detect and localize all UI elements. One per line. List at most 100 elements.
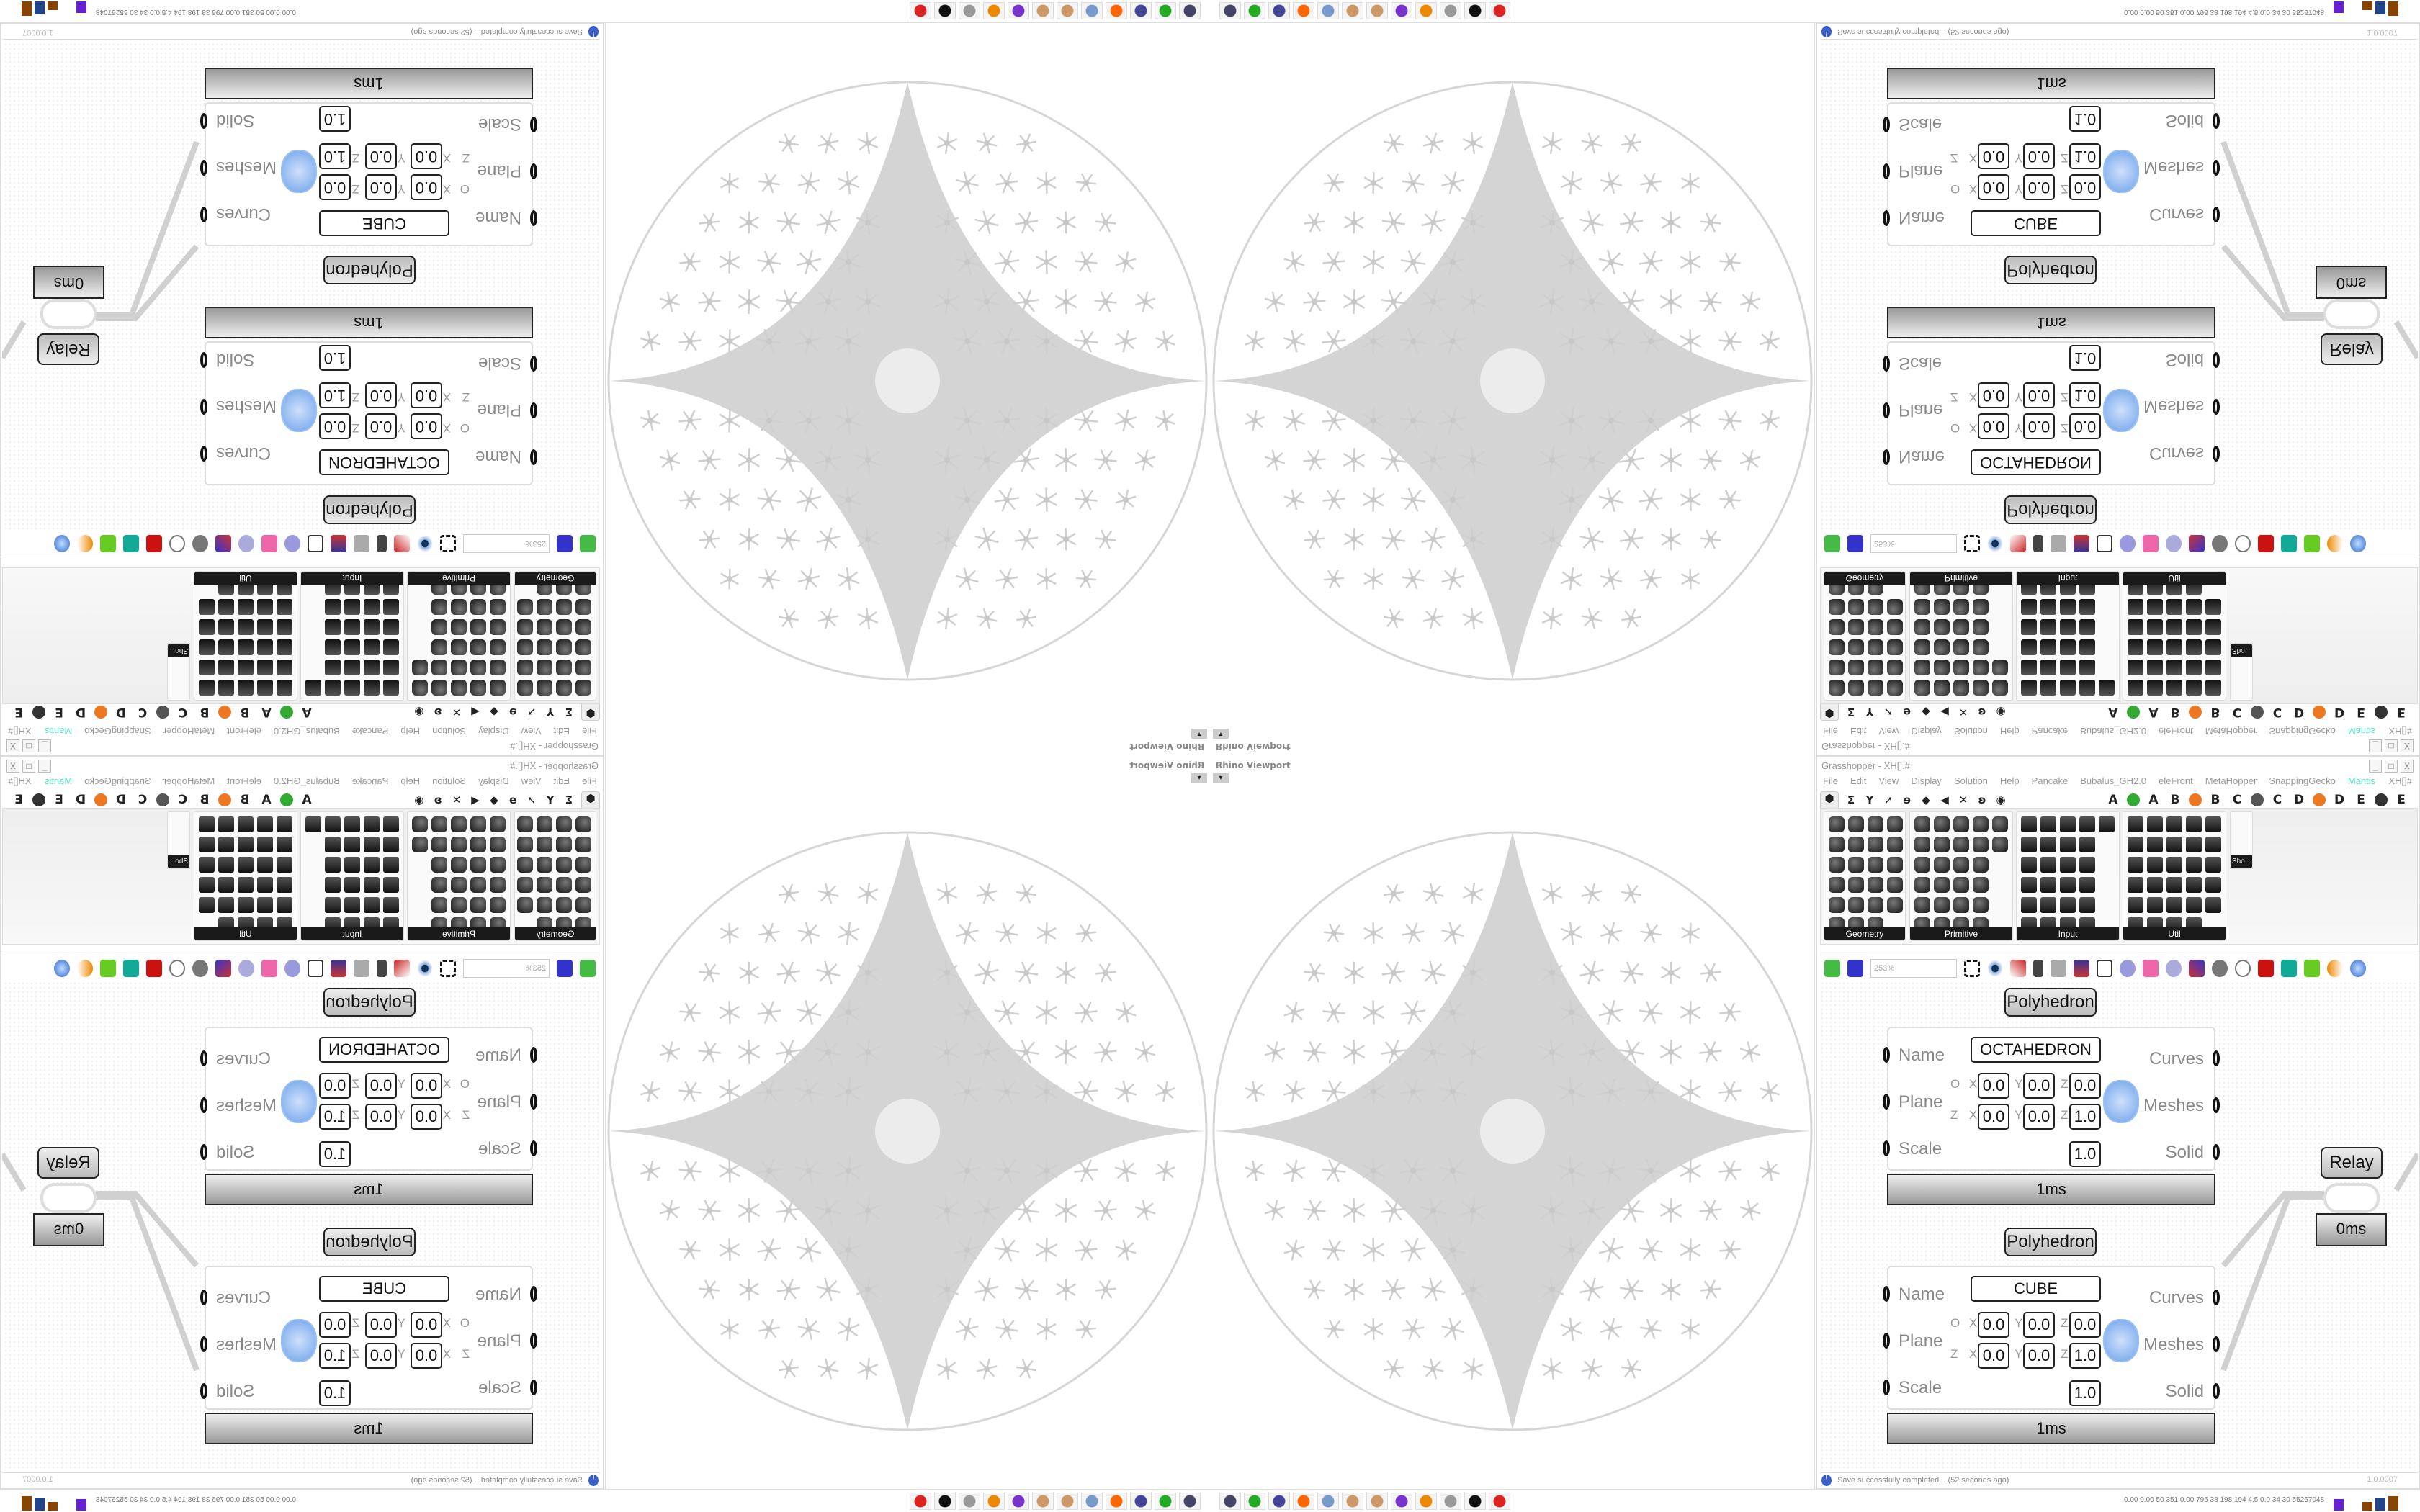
component-icon[interactable] [344, 897, 360, 913]
component-icon[interactable] [575, 660, 591, 675]
scale-field[interactable]: 1.0 [319, 106, 351, 132]
component-icon[interactable] [517, 877, 533, 893]
tab-icon[interactable] [32, 793, 45, 806]
menu-item-solution[interactable]: Solution [432, 775, 467, 786]
component-icon[interactable] [344, 837, 360, 852]
notepad-icon[interactable] [1440, 2, 1461, 19]
tab-icon[interactable]: Y [546, 793, 555, 806]
red-app-icon[interactable] [910, 1493, 931, 1510]
scale-field[interactable]: 1.0 [319, 1141, 351, 1167]
zaxis-y-field[interactable]: 0.0 [365, 382, 397, 408]
preview-eye-icon[interactable] [1987, 959, 2003, 977]
origin-y-field[interactable]: 0.0 [365, 174, 397, 200]
component-icon[interactable] [199, 660, 215, 675]
viewport-menu-button[interactable]: ▾ [1191, 729, 1207, 739]
component-icon[interactable] [2205, 639, 2221, 655]
component-icon[interactable] [199, 619, 215, 635]
component-icon[interactable] [1934, 639, 1950, 655]
notepad-icon[interactable] [1440, 1493, 1461, 1510]
origin-y-field[interactable]: 0.0 [365, 1312, 397, 1338]
menu-item-metahopper[interactable]: MetaHopper [2205, 726, 2257, 737]
menu-item-view[interactable]: View [1878, 775, 1899, 786]
component-icon[interactable] [2205, 816, 2221, 832]
component-icon[interactable] [364, 599, 380, 615]
origin-x-field[interactable]: 0.0 [1978, 1073, 2009, 1099]
component-icon[interactable] [364, 680, 380, 696]
component-icon[interactable] [277, 619, 292, 635]
input-port-name[interactable] [530, 1047, 537, 1063]
component-icon[interactable] [1868, 897, 1883, 913]
palette-group-label[interactable]: Primitive [1910, 572, 2012, 585]
scale-field[interactable]: 1.0 [2069, 1141, 2101, 1167]
notepad-icon[interactable] [959, 2, 980, 19]
component-icon[interactable] [2040, 680, 2056, 696]
component-icon[interactable] [1992, 680, 2008, 696]
tab-icon[interactable]: ◀ [1940, 706, 1949, 719]
palette-group-label[interactable]: Util [194, 572, 297, 585]
tab-icon[interactable]: ◀ [471, 793, 480, 806]
component-icon[interactable] [2040, 639, 2056, 655]
input-port-scale[interactable] [1883, 1140, 1890, 1156]
menu-item-edit[interactable]: Edit [553, 726, 570, 737]
component-icon[interactable] [305, 816, 321, 832]
component-icon[interactable] [2079, 897, 2095, 913]
tab-a[interactable]: A [2108, 705, 2118, 719]
component-icon[interactable] [2060, 877, 2076, 893]
component-icon[interactable] [451, 857, 467, 873]
input-port-name[interactable] [1883, 1286, 1890, 1302]
name-field[interactable]: CUBE [319, 210, 449, 236]
component-icon[interactable] [2040, 857, 2056, 873]
menu-item-file[interactable]: File [1823, 726, 1838, 737]
zoom-extents-icon[interactable] [1964, 535, 1980, 553]
tab-a[interactable]: A [302, 793, 312, 807]
tab-icon[interactable]: ➚ [526, 706, 537, 719]
component-icon[interactable] [537, 877, 552, 893]
red-app-icon[interactable] [910, 2, 931, 19]
component-icon[interactable] [2060, 897, 2076, 913]
search-icon[interactable] [2120, 959, 2136, 977]
component-icon[interactable] [517, 680, 533, 696]
zaxis-x-field[interactable]: 0.0 [411, 382, 442, 408]
menu-item-file[interactable]: File [582, 726, 597, 737]
shaded-preview-icon[interactable] [192, 959, 208, 977]
zoom-field[interactable]: 253% [1870, 534, 1957, 554]
component-icon[interactable] [199, 877, 215, 893]
paint-icon[interactable] [1342, 1493, 1363, 1510]
origin-x-field[interactable]: 0.0 [1978, 413, 2009, 439]
component-icon[interactable] [199, 639, 215, 655]
component-icon[interactable] [451, 816, 467, 832]
component-icon[interactable] [383, 837, 399, 852]
component-icon[interactable] [2021, 680, 2037, 696]
component-icon[interactable] [1973, 680, 1989, 696]
component-icon[interactable] [1934, 837, 1950, 852]
component-icon[interactable] [451, 680, 467, 696]
component-icon[interactable] [2128, 619, 2143, 635]
component-icon[interactable] [1992, 660, 2008, 675]
component-icon[interactable] [2166, 660, 2182, 675]
component-icon[interactable] [2040, 877, 2056, 893]
origin-y-field[interactable]: 0.0 [2023, 1073, 2055, 1099]
component-icon[interactable] [2079, 599, 2095, 615]
zaxis-z-field[interactable]: 1.0 [2069, 382, 2101, 408]
name-field[interactable]: OCTAHEDRON [1971, 1037, 2101, 1063]
component-icon[interactable] [364, 857, 380, 873]
component-icon[interactable] [470, 599, 486, 615]
menu-item-help[interactable]: Help [1999, 775, 2020, 786]
component-icon[interactable] [2079, 619, 2095, 635]
palette-group-label[interactable]: Input [301, 572, 403, 585]
component-icon[interactable] [575, 857, 591, 873]
output-port-curves[interactable] [200, 446, 207, 462]
component-icon[interactable] [517, 639, 533, 655]
package-icon[interactable] [2143, 959, 2159, 977]
component-icon[interactable] [1953, 877, 1969, 893]
tab-d[interactable]: D [115, 705, 127, 719]
rhino-viewport[interactable]: Rhino Viewport ▾ [1210, 756, 1815, 1489]
component-icon[interactable] [431, 837, 447, 852]
component-icon[interactable] [517, 660, 533, 675]
component-icon[interactable] [2147, 857, 2163, 873]
component-icon[interactable] [2128, 660, 2143, 675]
bulb-icon[interactable] [238, 959, 254, 977]
input-port-plane[interactable] [1883, 1094, 1890, 1110]
blender-icon[interactable] [1415, 2, 1437, 19]
tab-e[interactable]: E [14, 705, 23, 719]
